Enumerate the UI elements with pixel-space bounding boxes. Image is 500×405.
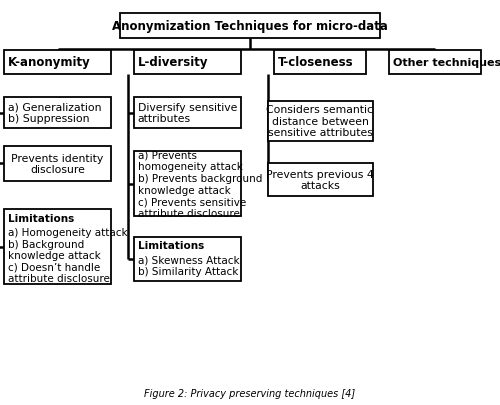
Text: Other techniques: Other techniques [393, 58, 500, 68]
FancyBboxPatch shape [4, 210, 111, 284]
Text: Limitations: Limitations [138, 241, 204, 251]
Text: Prevents previous 4
attacks: Prevents previous 4 attacks [266, 169, 374, 191]
FancyBboxPatch shape [274, 51, 366, 75]
FancyBboxPatch shape [4, 147, 111, 181]
Text: T-closeness: T-closeness [278, 56, 353, 69]
Text: L-diversity: L-diversity [138, 56, 208, 69]
FancyBboxPatch shape [134, 152, 242, 217]
Text: Limitations: Limitations [8, 213, 74, 224]
Text: a) Prevents
homogeneity attack
b) Prevents background
knowledge attack
c) Preven: a) Prevents homogeneity attack b) Preven… [138, 150, 262, 218]
Text: Figure 2: Privacy preserving techniques [4]: Figure 2: Privacy preserving techniques … [144, 388, 356, 398]
Text: Considers semantic
distance between
sensitive attributes: Considers semantic distance between sens… [266, 105, 374, 138]
Text: Anonymization Techniques for micro-data: Anonymization Techniques for micro-data [112, 20, 388, 33]
FancyBboxPatch shape [134, 237, 242, 281]
FancyBboxPatch shape [134, 51, 242, 75]
Text: a) Homogeneity attack
b) Background
knowledge attack
c) Doesn’t handle
attribute: a) Homogeneity attack b) Background know… [8, 228, 128, 284]
FancyBboxPatch shape [4, 51, 111, 75]
Text: a) Skewness Attack
b) Similarity Attack: a) Skewness Attack b) Similarity Attack [138, 255, 240, 276]
FancyBboxPatch shape [268, 164, 372, 196]
FancyBboxPatch shape [134, 98, 242, 128]
Text: Diversify sensitive
attributes: Diversify sensitive attributes [138, 102, 237, 124]
FancyBboxPatch shape [268, 101, 372, 142]
Text: a) Generalization
b) Suppression: a) Generalization b) Suppression [8, 102, 101, 124]
FancyBboxPatch shape [4, 98, 111, 128]
Text: Prevents identity
disclosure: Prevents identity disclosure [12, 153, 104, 175]
FancyBboxPatch shape [389, 51, 481, 75]
Text: K-anonymity: K-anonymity [8, 56, 90, 69]
FancyBboxPatch shape [120, 14, 380, 39]
